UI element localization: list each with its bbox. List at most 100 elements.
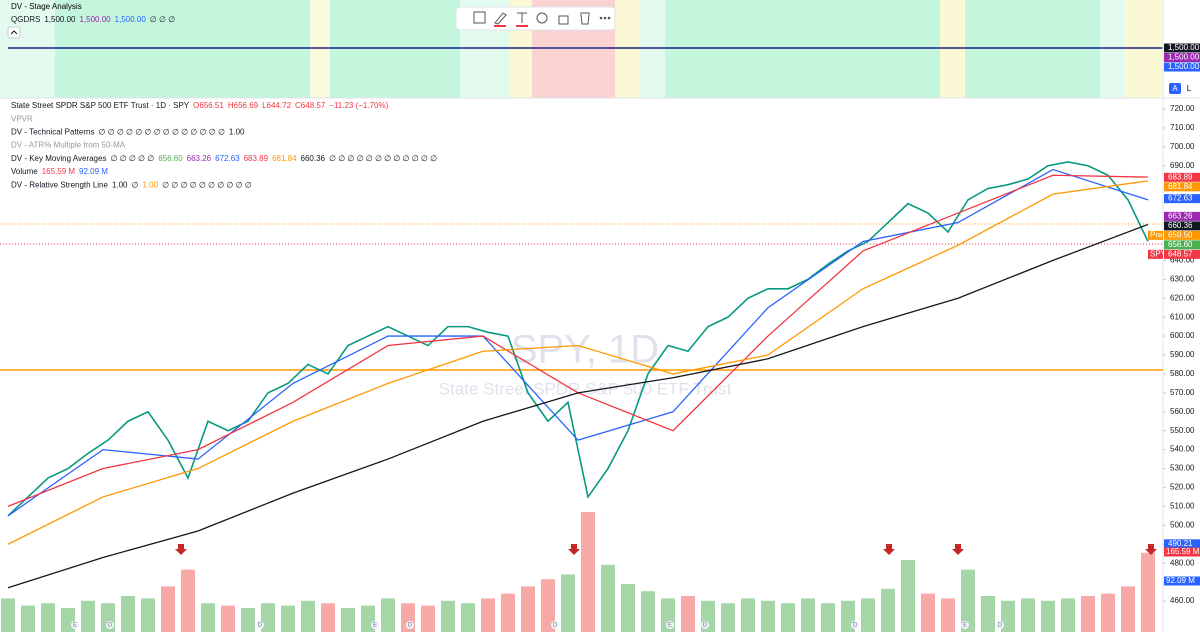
volume-bar [81, 600, 95, 632]
price-tag-label: 663.26 [1168, 211, 1193, 220]
legend-item: C648.57 [295, 101, 326, 110]
line-tool[interactable] [494, 12, 507, 25]
volume-bar [121, 596, 135, 632]
axis-tag-label: 1,500.00 [1168, 62, 1200, 71]
volume-bar [261, 603, 275, 632]
price-tag-label: 683.89 [1168, 172, 1193, 181]
stage-band [615, 0, 640, 98]
lock-tool[interactable] [558, 15, 569, 25]
legend-value: 1,500.00 [44, 15, 76, 24]
stage-band [1125, 0, 1163, 98]
volume-bar [601, 564, 615, 632]
volume-tag-label: 92.09 M [1166, 576, 1195, 585]
volume-bar [901, 560, 915, 632]
price-tag [1164, 211, 1200, 221]
volume-bar [861, 598, 875, 632]
volume-bar [801, 598, 815, 632]
y-tick-label: 610.00 [1170, 312, 1195, 321]
volume-bar [181, 569, 195, 632]
legend-item: −11.23 (−1.70%) [329, 101, 388, 110]
toolbar-bg [455, 6, 616, 31]
volume-bar [961, 569, 975, 632]
legend-item: 681.84 [272, 154, 297, 163]
y-tick-label: 620.00 [1170, 293, 1195, 302]
time-marker: D [408, 623, 413, 629]
legend-value: ∅ ∅ ∅ [150, 15, 175, 24]
delete-tool[interactable] [580, 12, 590, 25]
price-tag-label: 490.21 [1168, 539, 1193, 548]
text-tool[interactable] [517, 12, 527, 23]
y-tick-label: 510.00 [1170, 501, 1195, 510]
time-marker: E [73, 623, 77, 629]
axis-tag [1164, 43, 1200, 53]
auto-scale-button[interactable] [1169, 83, 1181, 94]
time-marker-bg [106, 621, 114, 629]
volume-bar [421, 605, 435, 632]
log-button[interactable]: L [1187, 84, 1192, 93]
legend-item: VPVR [11, 114, 33, 123]
time-marker: D [553, 623, 558, 629]
event-arrow [175, 544, 187, 555]
volume-bar [381, 598, 395, 632]
stage-band [965, 0, 1100, 98]
legend-item: 663.26 [187, 154, 212, 163]
legend-item: 672.63 [215, 154, 240, 163]
volume-bar [741, 598, 755, 632]
legend-item: ∅ [132, 180, 139, 189]
volume-bar [141, 598, 155, 632]
volume-bar [1041, 600, 1055, 632]
legend-item: 92.09 M [79, 167, 108, 176]
volume-tag [1164, 576, 1200, 586]
volume-bar [1, 598, 15, 632]
legend-value: 1,500.00 [115, 15, 147, 24]
time-marker-bg [551, 621, 559, 629]
volume-bar [241, 608, 255, 632]
legend-item: DV - Key Moving Averages [11, 154, 106, 163]
collapse-button[interactable] [7, 26, 21, 39]
more-tool[interactable] [599, 16, 603, 20]
drawing-toolbar [455, 6, 616, 31]
y-tick-label: 690.00 [1170, 161, 1195, 170]
stage-band [55, 0, 310, 98]
y-tick-label: 480.00 [1170, 558, 1195, 567]
y-tick-label: 580.00 [1170, 369, 1195, 378]
volume-bar [621, 584, 635, 632]
event-arrow [883, 544, 895, 555]
volume-bar [761, 600, 775, 632]
time-marker-bg [996, 621, 1004, 629]
volume-bar [1101, 593, 1115, 632]
stage-band [665, 0, 940, 98]
time-marker: E [373, 623, 377, 629]
price-tag-label: 656.60 [1168, 240, 1193, 249]
volume-bar [221, 605, 235, 632]
template-tool[interactable] [473, 11, 486, 24]
event-arrow [568, 544, 580, 555]
volume-bar [641, 591, 655, 632]
legend-item: 1.00 [112, 180, 128, 189]
volume-bar [981, 596, 995, 632]
price-tag-label: 681.84 [1168, 182, 1193, 191]
volume-bar [581, 512, 595, 632]
color-swatch [494, 25, 506, 27]
time-marker-bg [406, 621, 414, 629]
volume-bar [721, 603, 735, 632]
more-dot [603, 16, 607, 20]
time-marker: D [108, 623, 113, 629]
volume-bar [461, 603, 475, 632]
stage-band [330, 0, 460, 98]
legend-item: 656.60 [158, 154, 183, 163]
watermark-name: State Street SPDR S&P 500 ETF Trust [439, 379, 732, 398]
y-tick-label: 720.00 [1170, 104, 1195, 113]
price-tag [1164, 172, 1200, 182]
volume-bar [561, 574, 575, 632]
legend-item: O656.51 [193, 101, 224, 110]
time-marker: D [998, 623, 1003, 629]
volume-bar [781, 603, 795, 632]
y-tick-label: 520.00 [1170, 483, 1195, 492]
stage-band [0, 0, 55, 98]
time-marker: D [853, 623, 858, 629]
settings-tool[interactable] [536, 12, 548, 24]
axis-tag-label: 1,500.00 [1168, 43, 1200, 52]
